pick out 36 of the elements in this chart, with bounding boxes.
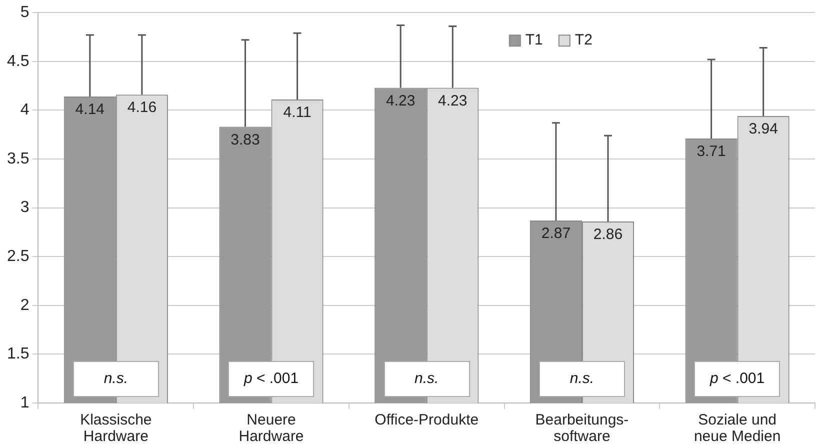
x-tick-label: Soziale und neue Medien xyxy=(694,411,781,445)
y-tick-label: 3.5 xyxy=(6,150,30,168)
annotation: n.s. xyxy=(414,370,439,388)
note-box: n.s. xyxy=(72,360,159,397)
note-box: p < .001 xyxy=(228,360,314,397)
annotation: n.s. xyxy=(104,370,128,388)
y-tick-label: 4 xyxy=(20,102,30,119)
y-tick-label: 5 xyxy=(20,4,30,22)
data-label: 4.11 xyxy=(283,104,312,122)
legend-label: T2 xyxy=(574,32,592,49)
x-tick-label: Office-Produkte xyxy=(374,411,479,428)
note-box: n.s. xyxy=(384,360,470,397)
data-label: 2.86 xyxy=(593,226,623,244)
data-label: 4.14 xyxy=(75,101,104,118)
x-tick-label: Neuere Hardware xyxy=(238,411,304,445)
legend-label: T1 xyxy=(525,32,543,49)
data-label: 3.94 xyxy=(748,120,778,138)
y-tick-label: 1 xyxy=(20,394,30,412)
y-tick-label: 3 xyxy=(20,199,30,216)
x-tick-label: Klassische Hardware xyxy=(80,411,152,445)
annotation: n.s. xyxy=(570,370,594,388)
y-tick-label: 1.5 xyxy=(6,346,30,363)
data-label: 4.23 xyxy=(438,92,468,110)
note-box: n.s. xyxy=(538,360,625,397)
data-label: 3.83 xyxy=(230,131,260,148)
data-label: 4.23 xyxy=(386,92,416,110)
data-label: 2.87 xyxy=(541,225,571,242)
data-label: 3.71 xyxy=(696,143,726,160)
x-tick-label: Bearbeitungs- software xyxy=(535,411,629,445)
annotation: p < .001 xyxy=(244,370,299,388)
annotation: p < .001 xyxy=(710,370,765,388)
y-tick-label: 2.5 xyxy=(6,248,30,266)
data-label: 4.16 xyxy=(127,99,157,116)
y-tick-label: 4.5 xyxy=(6,52,30,70)
note-box: p < .001 xyxy=(694,360,780,397)
y-tick-label: 2 xyxy=(20,296,30,314)
